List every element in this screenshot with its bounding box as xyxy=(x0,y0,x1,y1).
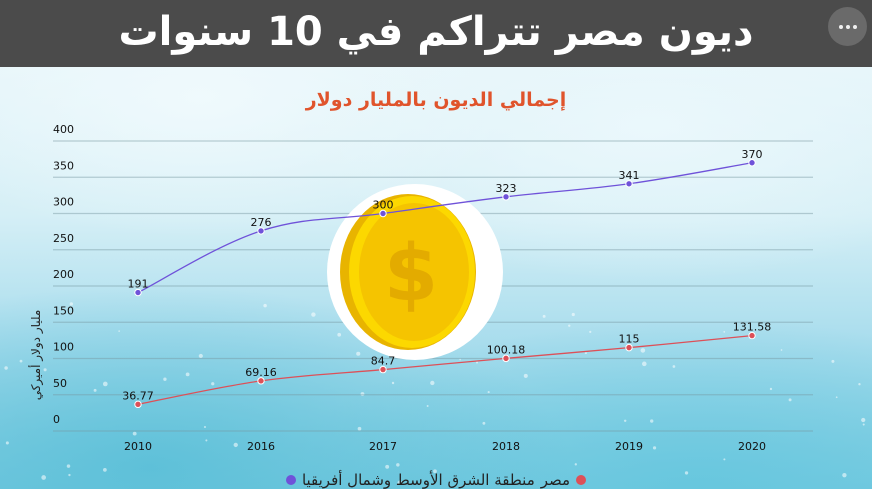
page-title: ديون مصر تتراكم في 10 سنوات xyxy=(118,9,754,55)
data-series: 191 276 300 323 341 370 36.77 69.16 84.7 100.18 11… xyxy=(122,148,772,409)
x-tick-label: 2010 xyxy=(124,440,152,453)
data-label: 100.18 xyxy=(487,343,526,356)
data-label: 115 xyxy=(619,333,640,346)
ellipsis-icon xyxy=(852,24,857,29)
data-point[interactable] xyxy=(625,180,633,188)
y-tick-label: 0 xyxy=(53,413,60,426)
y-tick-label: 300 xyxy=(53,196,74,209)
x-tick-label: 2016 xyxy=(247,440,275,453)
header-bar: ديون مصر تتراكم في 10 سنوات xyxy=(0,0,872,67)
chart-area: $ 191 276 300 323 341 370 36.77 69.16 84.7 100.18… xyxy=(0,67,872,489)
data-label: 84.7 xyxy=(371,355,396,368)
y-axis-label: مليار دولار أميركي xyxy=(29,309,43,401)
legend-dot-icon xyxy=(285,475,296,485)
x-tick-label: 2017 xyxy=(369,440,397,453)
data-point[interactable] xyxy=(625,343,633,352)
dollar-coin-icon: $ xyxy=(327,184,503,360)
legend-item-egypt[interactable]: مصر xyxy=(540,471,587,489)
data-label: 36.77 xyxy=(122,389,154,402)
y-tick-label: 200 xyxy=(53,268,74,281)
y-tick-label: 100 xyxy=(53,341,74,354)
ellipsis-icon xyxy=(838,24,843,29)
x-tick-label: 2020 xyxy=(738,440,766,453)
data-point[interactable] xyxy=(379,209,387,218)
y-tick-label: 350 xyxy=(53,159,74,172)
svg-text:$: $ xyxy=(384,229,438,319)
data-label: 341 xyxy=(619,169,640,182)
data-label: 191 xyxy=(128,278,149,291)
chart-title: إجمالي الديون بالمليار دولار xyxy=(305,89,567,111)
y-axis-ticks: 0 50 100 150 200 250 300 350 400 xyxy=(53,123,74,426)
data-point[interactable] xyxy=(748,331,756,340)
data-point[interactable] xyxy=(134,400,142,409)
legend-label: مصر xyxy=(540,471,571,489)
legend-dot-icon xyxy=(576,475,587,485)
chart-legend: مصر منطقة الشرق الأوسط وشمال أفريقيا xyxy=(0,471,872,489)
x-tick-label: 2019 xyxy=(615,440,643,453)
legend-label: منطقة الشرق الأوسط وشمال أفريقيا xyxy=(301,471,535,489)
y-tick-label: 150 xyxy=(53,304,74,317)
data-point[interactable] xyxy=(257,377,265,385)
x-axis-ticks: 2010 2016 2017 2018 2019 2020 xyxy=(124,440,766,453)
series-line-egypt xyxy=(137,334,753,405)
data-label: 69.16 xyxy=(245,366,277,379)
data-label: 276 xyxy=(251,216,272,229)
y-tick-label: 250 xyxy=(53,232,74,245)
data-point[interactable] xyxy=(502,354,510,363)
y-tick-label: 50 xyxy=(53,377,67,390)
more-options-button[interactable] xyxy=(828,7,867,46)
data-point[interactable] xyxy=(134,288,142,297)
data-point[interactable] xyxy=(257,227,265,235)
data-point[interactable] xyxy=(502,193,510,201)
data-label: 323 xyxy=(496,182,517,195)
series-line-mena xyxy=(137,162,753,294)
data-point[interactable] xyxy=(748,159,756,167)
data-point[interactable] xyxy=(379,365,387,374)
data-label: 370 xyxy=(742,148,763,161)
legend-item-mena[interactable]: منطقة الشرق الأوسط وشمال أفريقيا xyxy=(285,471,535,489)
data-label: 300 xyxy=(373,199,394,212)
data-label: 131.58 xyxy=(733,321,772,334)
line-chart: $ 191 276 300 323 341 370 36.77 69.16 84.7 100.18… xyxy=(4,123,866,485)
y-tick-label: 400 xyxy=(53,123,74,136)
x-tick-label: 2018 xyxy=(492,440,520,453)
ellipsis-icon xyxy=(845,24,850,29)
background-texture xyxy=(4,302,866,485)
